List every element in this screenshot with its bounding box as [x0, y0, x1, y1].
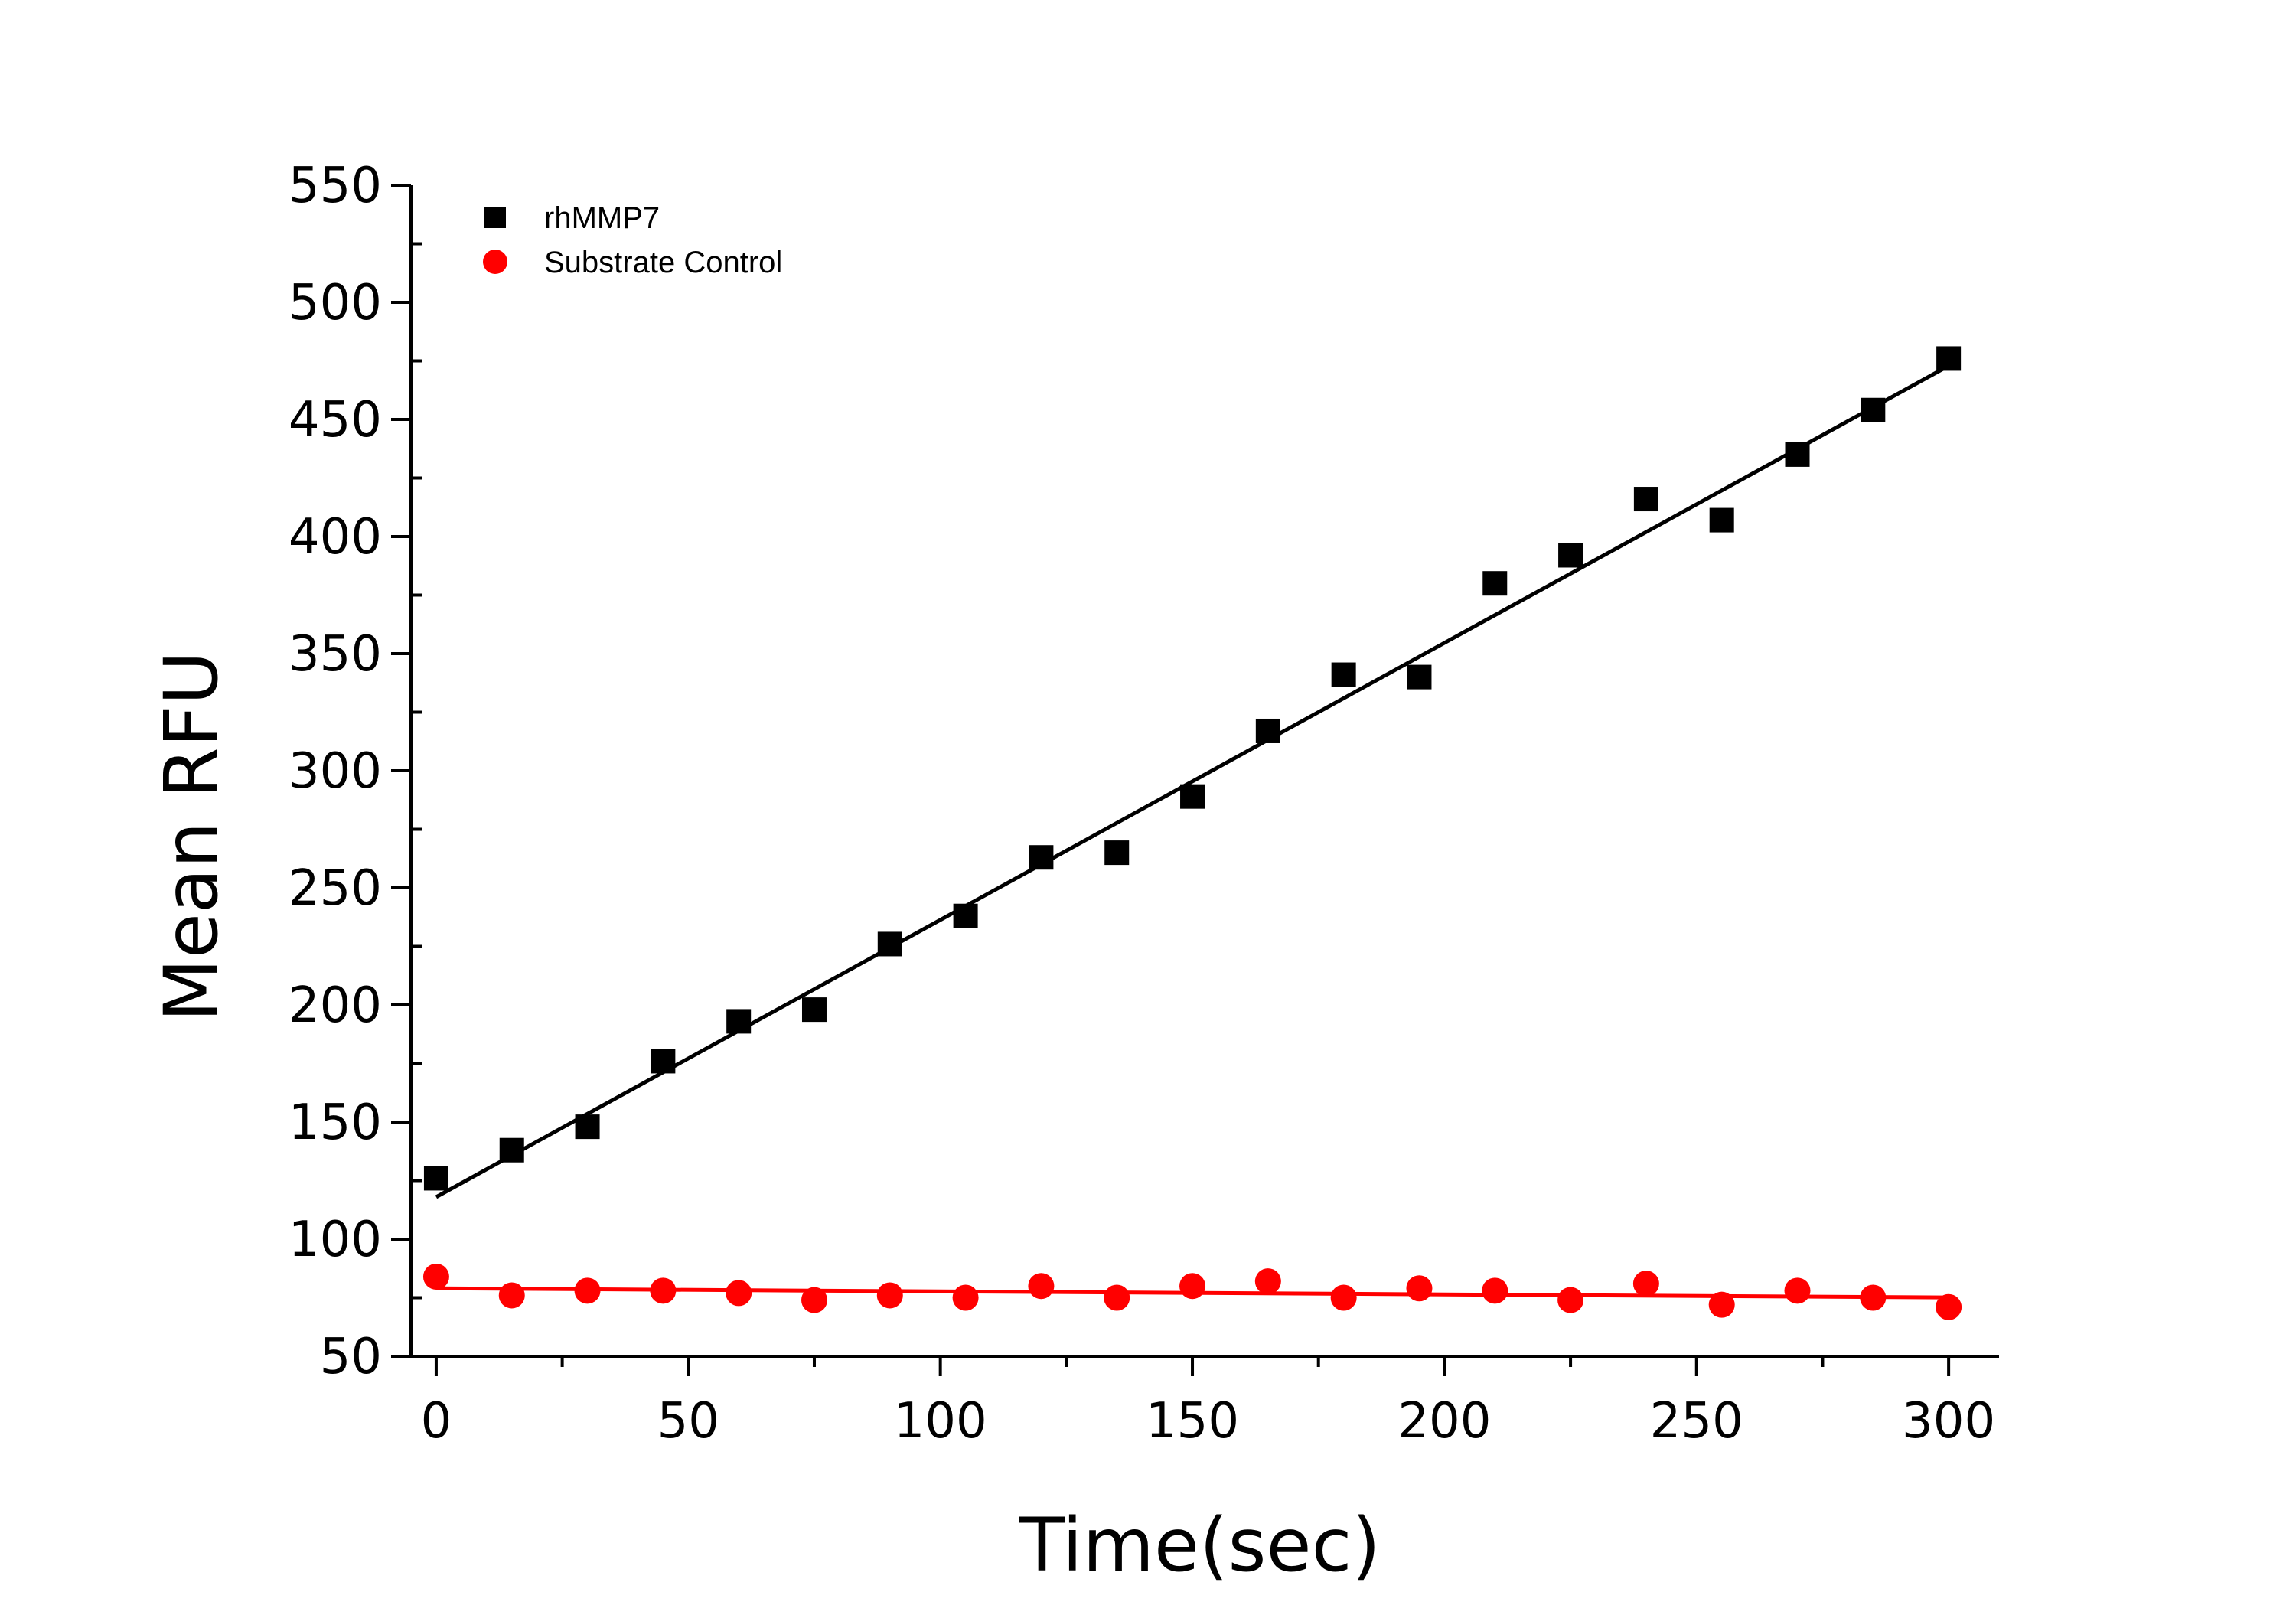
- x-tick-label: 150: [1146, 1393, 1239, 1450]
- data-point-rhmmp7: [1331, 662, 1356, 687]
- data-point-rhmmp7: [1029, 845, 1054, 870]
- data-point-rhmmp7: [1861, 397, 1886, 422]
- y-tick-label: 550: [289, 158, 382, 214]
- y-tick-label: 50: [320, 1329, 382, 1385]
- x-tick-label: 100: [894, 1393, 987, 1450]
- data-point-rhmmp7: [801, 997, 827, 1023]
- y-tick-label: 100: [289, 1212, 382, 1268]
- data-point-rhmmp7: [1482, 571, 1508, 596]
- data-point-rhmmp7: [651, 1049, 676, 1074]
- data-point-substrate-control: [1104, 1284, 1130, 1311]
- data-point-rhmmp7: [1633, 487, 1658, 512]
- y-tick-label: 250: [289, 860, 382, 917]
- data-point-substrate-control: [1860, 1284, 1887, 1311]
- x-axis-title: Time(sec): [1019, 1502, 1381, 1588]
- data-point-substrate-control: [1936, 1293, 1962, 1320]
- legend-marker-rhmmp7: [484, 207, 506, 228]
- data-point-substrate-control: [801, 1287, 827, 1313]
- data-point-substrate-control: [422, 1263, 449, 1290]
- data-point-rhmmp7: [1785, 442, 1810, 467]
- data-point-substrate-control: [876, 1282, 903, 1309]
- data-point-rhmmp7: [1104, 840, 1130, 866]
- y-tick-label: 300: [289, 743, 382, 800]
- x-tick-label: 200: [1397, 1393, 1491, 1450]
- data-point-substrate-control: [1179, 1273, 1206, 1300]
- y-tick-label: 400: [289, 509, 382, 566]
- fit-line-rhmmp7: [435, 364, 1950, 1199]
- data-point-rhmmp7: [877, 931, 902, 957]
- y-tick-label: 200: [289, 977, 382, 1034]
- data-point-rhmmp7: [499, 1137, 524, 1163]
- data-point-substrate-control: [1254, 1268, 1281, 1295]
- data-point-substrate-control: [1028, 1273, 1055, 1300]
- data-point-substrate-control: [1406, 1275, 1433, 1302]
- legend-marker-substrate-control: [483, 250, 507, 274]
- y-tick-label: 500: [289, 275, 382, 331]
- data-point-substrate-control: [1708, 1291, 1735, 1318]
- data-point-substrate-control: [952, 1284, 979, 1311]
- data-point-rhmmp7: [726, 1009, 752, 1034]
- data-point-rhmmp7: [1255, 718, 1280, 743]
- data-point-substrate-control: [726, 1280, 752, 1307]
- y-tick-label: 350: [289, 626, 382, 683]
- legend-label-substrate-control: Substrate Control: [544, 246, 782, 279]
- data-point-rhmmp7: [1558, 543, 1583, 568]
- data-point-rhmmp7: [953, 903, 978, 928]
- fit-lines: [435, 364, 1950, 1300]
- data-point-substrate-control: [1330, 1284, 1357, 1311]
- legend-label-rhmmp7: rhMMP7: [544, 201, 660, 235]
- data-point-substrate-control: [1784, 1277, 1811, 1304]
- x-tick-label: 300: [1902, 1393, 1995, 1450]
- y-axis-title: Mean RFU: [148, 651, 234, 1022]
- data-point-rhmmp7: [1936, 346, 1962, 371]
- axes: 50 100 150 200 250 300 350 400 450 500 550 0 50 100 15…: [289, 158, 1999, 1450]
- data-point-substrate-control: [1557, 1287, 1584, 1313]
- x-tick-label: 0: [421, 1393, 452, 1450]
- data-point-rhmmp7: [575, 1114, 600, 1140]
- x-tick-label: 250: [1650, 1393, 1743, 1450]
- data-point-rhmmp7: [1407, 664, 1432, 690]
- legend: rhMMP7 Substrate Control: [483, 201, 782, 279]
- y-tick-label: 450: [289, 392, 382, 449]
- data-point-rhmmp7: [1709, 507, 1734, 533]
- data-point-rhmmp7: [1180, 784, 1205, 809]
- data-point-substrate-control: [1632, 1271, 1659, 1297]
- y-tick-label: 150: [289, 1094, 382, 1151]
- data-point-substrate-control: [498, 1282, 525, 1309]
- data-point-substrate-control: [1482, 1277, 1508, 1304]
- data-points: [422, 346, 1962, 1320]
- data-point-substrate-control: [650, 1277, 677, 1304]
- data-point-rhmmp7: [423, 1166, 448, 1191]
- x-tick-label: 50: [657, 1393, 719, 1450]
- data-point-substrate-control: [574, 1277, 601, 1304]
